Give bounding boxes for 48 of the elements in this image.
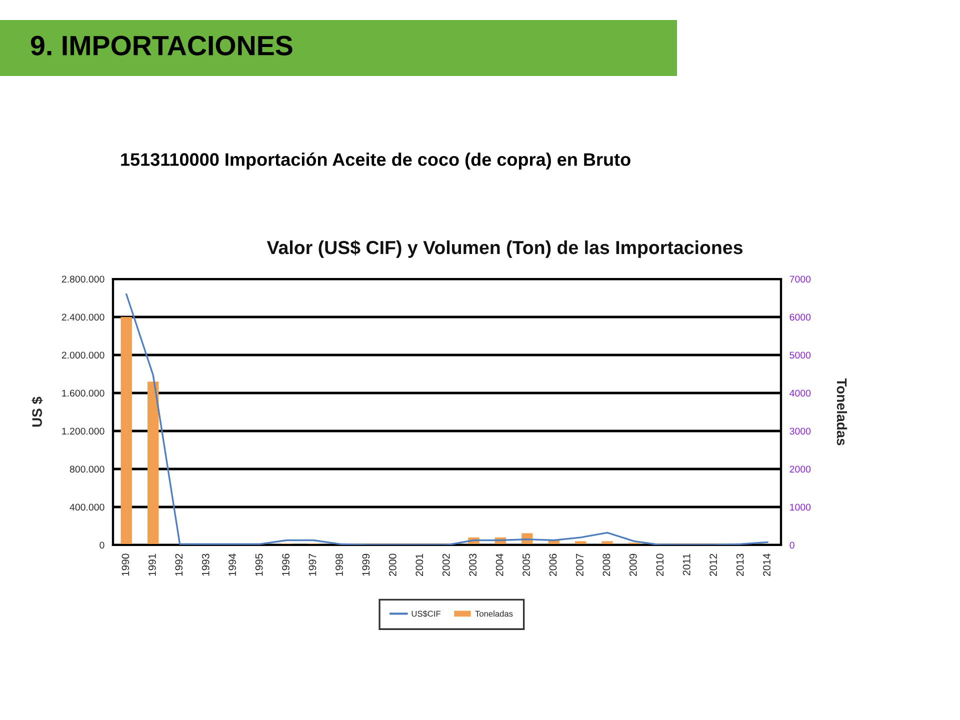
x-tick-label: 1994 bbox=[228, 554, 236, 576]
y-tick-label: 1.600.000 bbox=[62, 390, 104, 397]
y2-tick-label: 5000 bbox=[790, 352, 811, 359]
y-tick-label: 800.000 bbox=[70, 466, 104, 473]
x-tick-label: 2007 bbox=[576, 554, 584, 576]
y-tick-label: 1.200.000 bbox=[62, 428, 104, 435]
chart-title: Valor (US$ CIF) y Volumen (Ton) de las Importaciones bbox=[266, 240, 742, 258]
x-tick-label: 1998 bbox=[336, 554, 343, 576]
y-tick-label: 400.000 bbox=[70, 504, 104, 511]
x-tick-label: 1995 bbox=[255, 554, 263, 576]
y2-tick-label: 2000 bbox=[790, 466, 811, 473]
y-tick-label: 2.000.000 bbox=[62, 352, 104, 359]
y-tick-label: 2.800.000 bbox=[62, 276, 104, 283]
legend-label: Toneladas bbox=[475, 610, 513, 617]
x-tick-label: 2002 bbox=[442, 554, 450, 576]
x-tick-label: 1999 bbox=[362, 554, 370, 576]
x-tick-label: 2001 bbox=[416, 554, 424, 576]
x-tick-label: 1991 bbox=[148, 554, 156, 576]
x-tick-label: 1992 bbox=[175, 554, 183, 576]
chart-subtitle: 1513110000 Importación Aceite de coco (de copra) en Bruto bbox=[121, 152, 630, 170]
text: 9. IMPORTACIONES bbox=[30, 36, 292, 56]
x-tick-label: 2010 bbox=[656, 554, 664, 576]
y-tick-label: 0 bbox=[100, 542, 104, 549]
x-tick-label: 2011 bbox=[682, 554, 690, 576]
x-tick-label: 1990 bbox=[122, 554, 130, 576]
x-tick-label: 1997 bbox=[308, 554, 316, 576]
y2-axis-title: Toneladas bbox=[836, 378, 848, 446]
y2-tick-label: 7000 bbox=[790, 276, 811, 283]
x-tick-label: 2004 bbox=[496, 554, 504, 576]
y-axis-title: US $ bbox=[32, 396, 43, 427]
x-tick-label: 2014 bbox=[763, 554, 770, 576]
y2-tick-label: 6000 bbox=[790, 314, 811, 321]
x-tick-label: 2009 bbox=[629, 554, 637, 576]
x-tick-label: 2003 bbox=[469, 554, 477, 576]
y2-tick-label: 3000 bbox=[790, 428, 811, 435]
x-tick-label: 1993 bbox=[202, 554, 210, 576]
y2-tick-label: 0 bbox=[790, 542, 794, 549]
x-tick-label: 2013 bbox=[736, 554, 744, 576]
y2-tick-label: 1000 bbox=[790, 504, 811, 511]
y2-tick-label: 4000 bbox=[790, 390, 811, 397]
y-tick-label: 2.400.000 bbox=[62, 314, 104, 321]
x-tick-label: 2006 bbox=[549, 554, 557, 576]
x-tick-label: 2008 bbox=[602, 554, 610, 576]
x-tick-label: 2005 bbox=[522, 554, 530, 576]
x-tick-label: 2012 bbox=[710, 554, 717, 576]
x-tick-label: 1996 bbox=[282, 554, 290, 576]
legend-label: US$CIF bbox=[412, 610, 440, 618]
x-tick-label: 2000 bbox=[388, 554, 396, 576]
